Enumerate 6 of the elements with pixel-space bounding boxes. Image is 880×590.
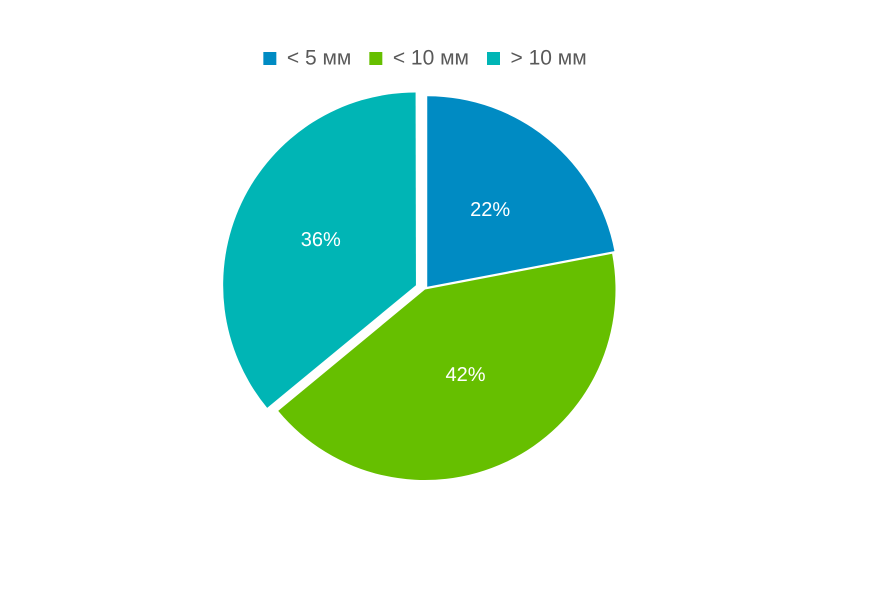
legend-label: < 10 мм — [392, 46, 469, 70]
legend-label: > 10 мм — [510, 46, 587, 70]
data-label: 22% — [470, 199, 510, 222]
data-label: 36% — [300, 228, 341, 251]
data-label: 42% — [446, 364, 486, 386]
legend-label: < 5 мм — [286, 46, 352, 70]
